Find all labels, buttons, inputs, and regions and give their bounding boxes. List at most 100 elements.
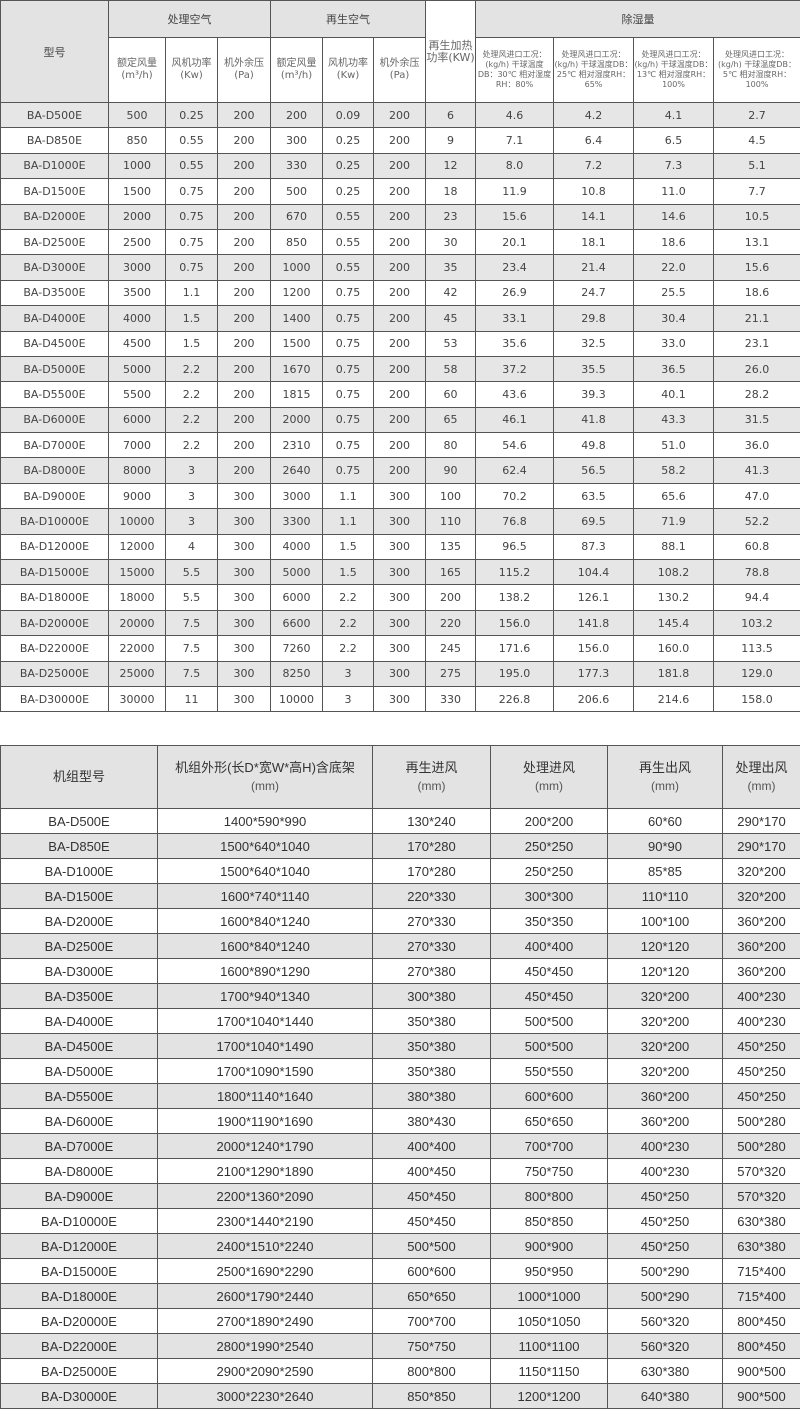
cell-regen-inlet: 650*650 xyxy=(372,1283,491,1309)
cell-process-outlet: 320*200 xyxy=(722,858,800,884)
table-row: BA-D30000E 30000 11 300 10000 3 300 330 226.8 206… xyxy=(0,685,800,713)
cell-regen-outlet: 450*250 xyxy=(607,1233,723,1259)
cell-regen-heat: 100 xyxy=(425,482,476,510)
cell-dehumid-cond-3: 88.1 xyxy=(633,533,714,561)
cell-regen-airflow: 3000 xyxy=(270,482,323,510)
cell-model: BA-D15000E xyxy=(0,1258,158,1284)
cell-model: BA-D500E xyxy=(0,101,109,129)
cell-process-outlet: 400*230 xyxy=(722,1008,800,1034)
cell-process-outlet: 800*450 xyxy=(722,1308,800,1334)
cell-model: BA-D500E xyxy=(0,808,158,834)
cell-process-outlet: 360*200 xyxy=(722,958,800,984)
cell-process-outlet: 570*320 xyxy=(722,1183,800,1209)
table-row: BA-D6000E 6000 2.2 200 2000 0.75 200 65 46.1 41.8… xyxy=(0,406,800,434)
cell-dehumid-cond-4: 23.1 xyxy=(713,330,800,357)
cell-model: BA-D22000E xyxy=(0,635,109,662)
cell-process-fan-power: 3 xyxy=(165,457,218,484)
cell-dehumid-cond-2: 29.8 xyxy=(553,305,634,332)
cell-process-outlet: 360*200 xyxy=(722,908,800,934)
cell-regen-pressure: 300 xyxy=(373,584,426,611)
cell-model: BA-D5000E xyxy=(0,355,109,383)
cell-dehumid-cond-2: 4.2 xyxy=(553,101,634,129)
cell-dehumid-cond-2: 10.8 xyxy=(553,178,634,205)
cell-model: BA-D1500E xyxy=(0,883,158,909)
cell-model: BA-D4000E xyxy=(0,1008,158,1034)
cell-dimensions: 2200*1360*2090 xyxy=(157,1183,373,1209)
cell-process-fan-power: 7.5 xyxy=(165,609,218,637)
cell-process-inlet: 300*300 xyxy=(490,883,608,909)
cell-regen-inlet: 170*280 xyxy=(372,833,491,859)
cell-regen-inlet: 350*380 xyxy=(372,1058,491,1084)
cell-dehumid-cond-2: 87.3 xyxy=(553,533,634,561)
cell-model: BA-D25000E xyxy=(0,660,109,687)
cell-process-fan-power: 1.5 xyxy=(165,330,218,357)
table-row: BA-D22000E 2800*1990*2540 750*750 1100*1100… xyxy=(0,1333,800,1359)
cell-regen-pressure: 300 xyxy=(373,685,426,713)
cell-dehumid-cond-3: 43.3 xyxy=(633,406,714,434)
cell-dehumid-cond-4: 26.0 xyxy=(713,355,800,383)
table-row: BA-D4000E 4000 1.5 200 1400 0.75 200 45 33.1 29.8… xyxy=(0,305,800,332)
cell-dehumid-cond-4: 7.7 xyxy=(713,178,800,205)
header-dimensions: 机组外形(长D*宽W*高H)含底架 (mm) xyxy=(157,745,373,809)
cell-regen-pressure: 300 xyxy=(373,508,426,535)
cell-regen-fan-power: 2.2 xyxy=(322,584,374,611)
cell-dehumid-cond-2: 141.8 xyxy=(553,609,634,637)
cell-model: BA-D850E xyxy=(0,833,158,859)
cell-regen-pressure: 200 xyxy=(373,101,426,129)
cell-regen-airflow: 2310 xyxy=(270,432,323,459)
cell-process-outlet: 630*380 xyxy=(722,1233,800,1259)
cell-regen-fan-power: 0.25 xyxy=(322,152,374,180)
cell-regen-pressure: 200 xyxy=(373,279,426,307)
cell-regen-fan-power: 0.09 xyxy=(322,101,374,129)
header-condition-3: 处理风进口工况：(kg/h) 干球温度DB：13℃ 相对湿度RH：100% xyxy=(633,37,714,103)
cell-regen-fan-power: 0.75 xyxy=(322,457,374,484)
table-row: BA-D6000E 1900*1190*1690 380*430 650*650 360… xyxy=(0,1108,800,1134)
cell-regen-inlet: 170*280 xyxy=(372,858,491,884)
cell-dehumid-cond-3: 22.0 xyxy=(633,254,714,281)
cell-process-fan-power: 1.1 xyxy=(165,279,218,307)
header-regen-outlet: 再生出风 (mm) xyxy=(607,745,723,809)
cell-regen-airflow: 6600 xyxy=(270,609,323,637)
cell-dehumid-cond-2: 69.5 xyxy=(553,508,634,535)
cell-model: BA-D4000E xyxy=(0,305,109,332)
cell-dehumid-cond-1: 4.6 xyxy=(475,101,554,129)
cell-dehumid-cond-4: 5.1 xyxy=(713,152,800,180)
cell-regen-outlet: 320*200 xyxy=(607,1008,723,1034)
cell-model: BA-D3000E xyxy=(0,254,109,281)
cell-regen-pressure: 200 xyxy=(373,228,426,256)
cell-model: BA-D1000E xyxy=(0,152,109,180)
cell-dehumid-cond-1: 195.0 xyxy=(475,660,554,687)
cell-regen-outlet: 320*200 xyxy=(607,1033,723,1059)
cell-process-airflow: 1000 xyxy=(108,152,166,180)
table-row: BA-D1500E 1500 0.75 200 500 0.25 200 18 11.9 10.8… xyxy=(0,178,800,205)
cell-model: BA-D25000E xyxy=(0,1358,158,1384)
cell-dehumid-cond-2: 177.3 xyxy=(553,660,634,687)
cell-regen-outlet: 60*60 xyxy=(607,808,723,834)
cell-regen-fan-power: 0.75 xyxy=(322,279,374,307)
cell-dehumid-cond-1: 115.2 xyxy=(475,559,554,586)
cell-process-fan-power: 7.5 xyxy=(165,660,218,687)
header-process-fan-power: 风机功率(Kw) xyxy=(165,37,218,103)
header-label: 处理出风 xyxy=(735,760,788,775)
cell-dehumid-cond-3: 36.5 xyxy=(633,355,714,383)
cell-model: BA-D5500E xyxy=(0,381,109,408)
cell-dehumid-cond-1: 54.6 xyxy=(475,432,554,459)
cell-regen-fan-power: 2.2 xyxy=(322,609,374,637)
cell-regen-fan-power: 0.55 xyxy=(322,254,374,281)
cell-dehumid-cond-4: 28.2 xyxy=(713,381,800,408)
cell-process-inlet: 750*750 xyxy=(490,1158,608,1184)
cell-dehumid-cond-3: 25.5 xyxy=(633,279,714,307)
table-row: BA-D9000E 2200*1360*2090 450*450 800*800 450… xyxy=(0,1183,800,1209)
cell-model: BA-D30000E xyxy=(0,1383,158,1409)
cell-dehumid-cond-4: 10.5 xyxy=(713,203,800,230)
cell-process-airflow: 15000 xyxy=(108,559,166,586)
cell-model: BA-D9000E xyxy=(0,482,109,510)
cell-process-outlet: 570*320 xyxy=(722,1158,800,1184)
cell-process-pressure: 300 xyxy=(217,559,271,586)
cell-process-pressure: 200 xyxy=(217,101,271,129)
cell-dehumid-cond-2: 41.8 xyxy=(553,406,634,434)
cell-process-fan-power: 7.5 xyxy=(165,635,218,662)
cell-dehumid-cond-2: 39.3 xyxy=(553,381,634,408)
cell-regen-airflow: 1670 xyxy=(270,355,323,383)
cell-model: BA-D9000E xyxy=(0,1183,158,1209)
